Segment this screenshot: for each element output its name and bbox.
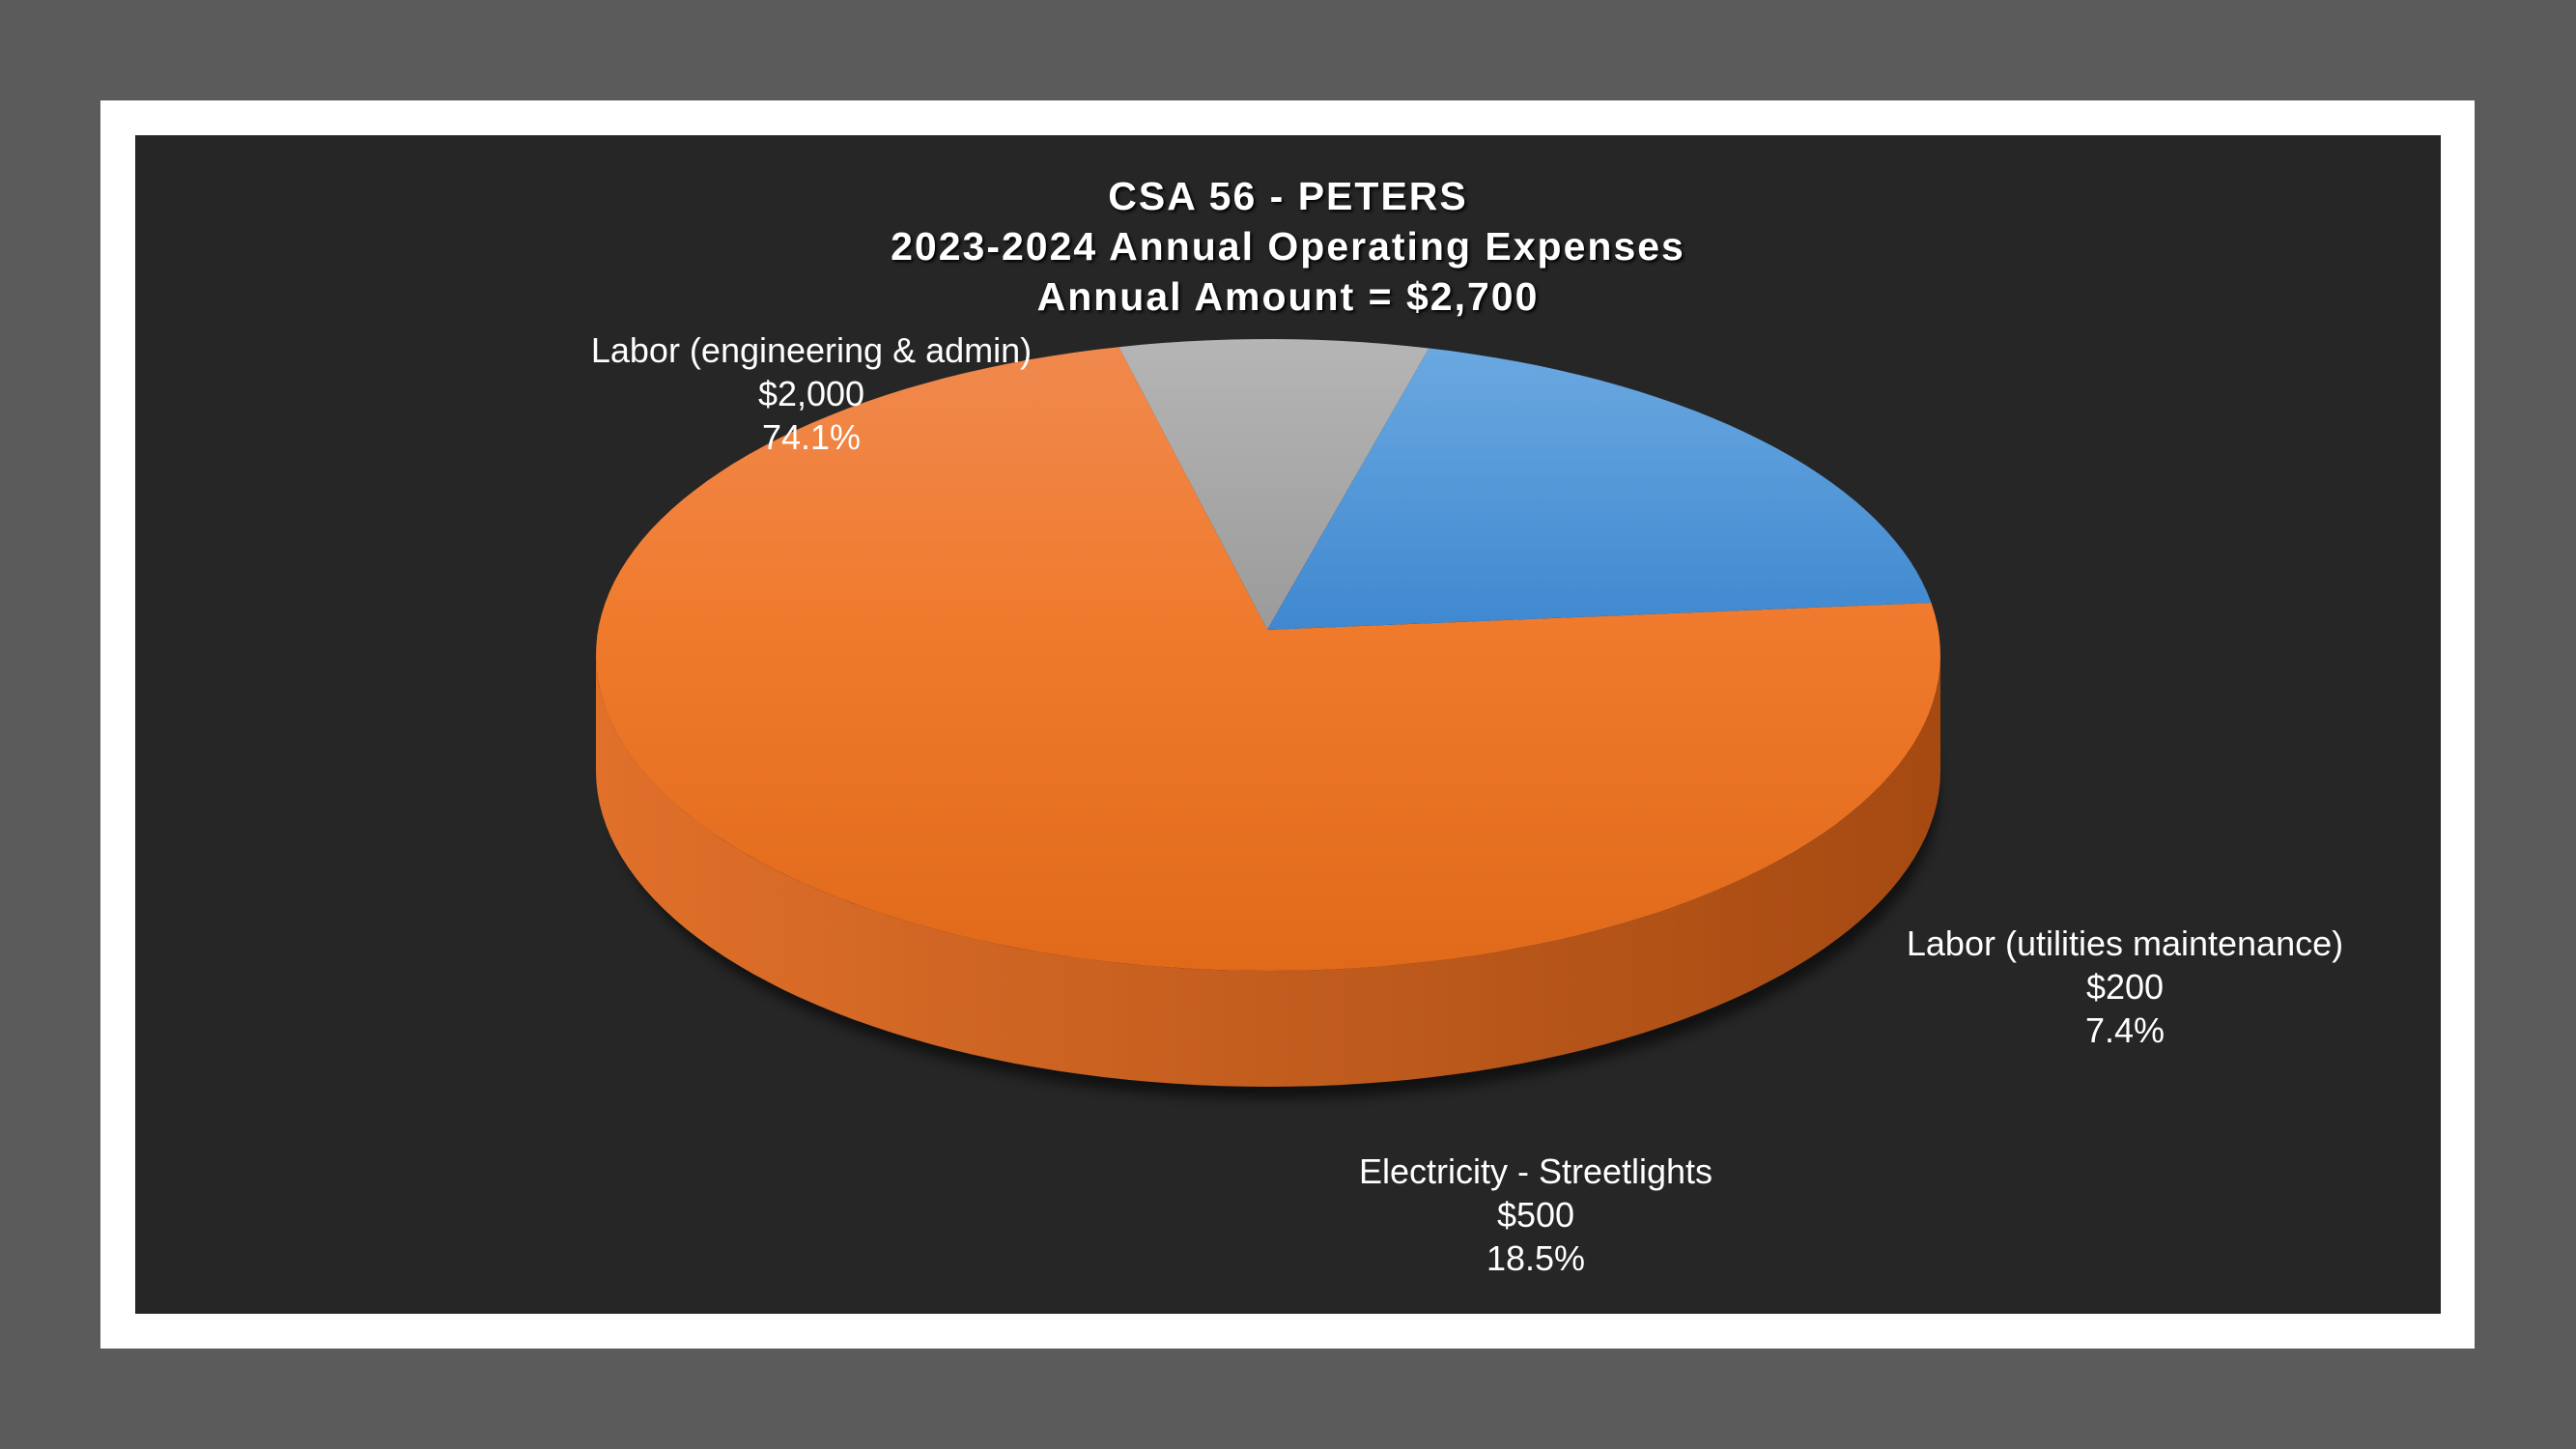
pie-chart-svg [596,339,1940,1098]
slice-percent-label: 18.5% [1486,1238,1586,1278]
data-label-labor-engineering: Labor (engineering & admin) $2,000 74.1% [531,328,1091,459]
pie-slice-labor-engineering-side [596,655,1940,1087]
chart-area: CSA 56 - PETERS 2023-2024 Annual Operati… [135,135,2441,1314]
slice-percent-label: 74.1% [761,417,862,457]
chart-title-line-1: CSA 56 - PETERS [1108,174,1468,218]
pie-slice-electricity-top [1267,348,1932,630]
chart-title-line-2: 2023-2024 Annual Operating Expenses [891,224,1685,269]
slice-name-label: Labor (engineering & admin) [590,330,1033,370]
chart-title-line-3: Annual Amount = $2,700 [1036,274,1540,319]
slice-value-label: $200 [2085,967,2165,1007]
slice-name-label: Labor (utilities maintenance) [1906,923,2344,963]
pie-slice-labor-utilities-top [1118,339,1430,630]
data-label-labor-utilities: Labor (utilities maintenance) $200 7.4% [1854,922,2395,1052]
pie-slice-labor-engineering-top [596,347,1940,971]
slice-percent-label: 7.4% [2084,1010,2166,1050]
slice-value-label: $500 [1496,1195,1575,1235]
slice-name-label: Electricity - Streetlights [1358,1151,1713,1191]
data-label-electricity: Electricity - Streetlights $500 18.5% [1265,1150,1806,1280]
slice-value-label: $2,000 [757,374,865,413]
